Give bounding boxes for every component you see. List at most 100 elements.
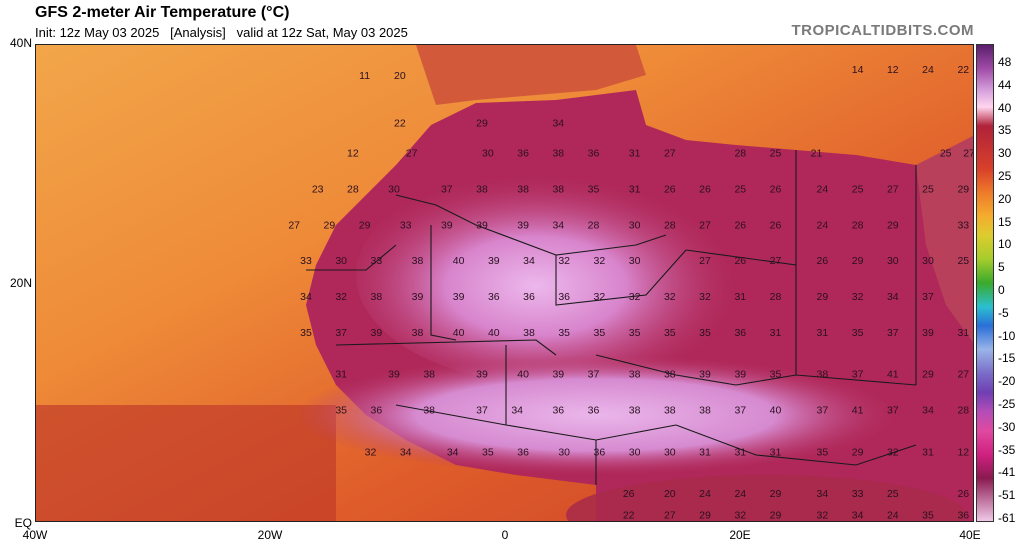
temp-value-25: 35 (588, 183, 600, 195)
temp-value-169: 22 (623, 510, 635, 522)
temp-value-123: 41 (887, 369, 899, 381)
temp-value-161: 20 (664, 488, 676, 500)
temp-value-9: 38 (552, 148, 564, 160)
temp-value-27: 26 (664, 183, 676, 195)
temp-value-124: 29 (922, 369, 934, 381)
temp-value-159: 12 (957, 446, 969, 458)
temp-value-166: 33 (852, 488, 864, 500)
temp-value-141: 34 (922, 405, 934, 417)
temp-value-143: 32 (365, 446, 377, 458)
colorbar-tick: 15 (998, 214, 1012, 229)
temp-value-162: 24 (699, 488, 711, 500)
colorbar-tick: 25 (998, 169, 1012, 183)
colorbar-tick: 44 (998, 77, 1012, 92)
temp-value-163: 24 (734, 488, 746, 500)
temp-value-136: 37 (734, 405, 746, 417)
temp-value-168: 26 (957, 488, 969, 500)
temp-value-105: 35 (852, 327, 864, 339)
colorbar-tick: 30 (998, 146, 1012, 161)
temp-value-107: 39 (922, 327, 934, 339)
temp-value-151: 30 (664, 446, 676, 458)
temp-value-23: 38 (517, 183, 529, 195)
temp-value-52: 29 (887, 219, 899, 231)
temp-value-72: 34 (300, 291, 312, 303)
temp-value-17: 27 (963, 148, 974, 160)
temp-value-106: 37 (887, 327, 899, 339)
temp-value-139: 41 (852, 405, 864, 417)
temp-value-35: 29 (957, 183, 969, 195)
temp-value-73: 32 (335, 291, 347, 303)
temp-value-118: 39 (699, 369, 711, 381)
temp-value-33: 27 (887, 183, 899, 195)
temp-value-77: 36 (488, 291, 500, 303)
temp-value-133: 38 (629, 405, 641, 417)
temp-value-181: 24 (922, 64, 934, 76)
colorbar-tick: 40 (998, 100, 1012, 115)
lon-label-40e: 40E (959, 528, 981, 542)
temp-value-62: 32 (594, 255, 606, 267)
temp-value-138: 37 (817, 405, 829, 417)
temp-value-158: 31 (922, 446, 934, 458)
brand-watermark[interactable]: TROPICALTIDBITS.COM (791, 22, 974, 39)
temp-value-157: 32 (887, 446, 899, 458)
temp-value-15: 21 (811, 148, 823, 160)
colorbar-tick: -10 (998, 328, 1016, 343)
temp-value-48: 26 (734, 219, 746, 231)
temp-value-103: 31 (770, 327, 782, 339)
temp-value-29: 25 (734, 183, 746, 195)
temperature-values: 11 20 22 29 34 12 27 30 36 38 36 31 27 28 25 21 25 27 23 28… (288, 64, 974, 522)
temp-value-63: 30 (629, 255, 641, 267)
temp-value-22: 38 (476, 183, 488, 195)
country-borders (306, 150, 917, 485)
temp-value-3: 29 (476, 118, 488, 130)
temp-value-10: 36 (588, 148, 600, 160)
temp-value-83: 32 (699, 291, 711, 303)
temp-value-4: 34 (552, 118, 564, 130)
temp-value-147: 36 (517, 446, 529, 458)
temp-value-34: 25 (922, 183, 934, 195)
temp-value-174: 32 (817, 510, 829, 522)
temp-value-97: 35 (558, 327, 570, 339)
temp-value-89: 37 (922, 291, 934, 303)
colorbar-tick: -30 (998, 419, 1016, 434)
temp-value-144: 34 (400, 446, 412, 458)
temp-value-68: 29 (852, 255, 864, 267)
temp-value-28: 26 (699, 183, 711, 195)
colorbar-tick: -61 (998, 511, 1016, 525)
temperature-map[interactable]: 11 20 22 29 34 12 27 30 36 38 36 31 27 28 25 21 25 27 23 28… (35, 44, 974, 522)
temp-value-16: 25 (940, 148, 952, 160)
colorbar-tick: 48 (998, 55, 1012, 69)
temp-value-74: 38 (371, 291, 383, 303)
temp-value-115: 37 (588, 369, 600, 381)
temp-value-160: 26 (623, 488, 635, 500)
temp-value-177: 35 (922, 510, 934, 522)
colorbar-tick: -15 (998, 351, 1016, 366)
temp-value-92: 39 (371, 327, 383, 339)
temp-value-75: 39 (412, 291, 424, 303)
lon-label-20w: 20W (257, 528, 283, 542)
temp-value-101: 35 (699, 327, 711, 339)
temp-value-45: 30 (629, 219, 641, 231)
temp-value-90: 35 (300, 327, 312, 339)
colorbar-tick: -35 (998, 442, 1016, 457)
temp-value-102: 36 (734, 327, 746, 339)
temp-value-49: 26 (770, 219, 782, 231)
temp-value-142: 28 (957, 405, 969, 417)
temp-value-152: 31 (699, 446, 711, 458)
temp-value-36: 27 (288, 219, 300, 231)
temp-value-6: 27 (406, 148, 418, 160)
temp-value-56: 33 (371, 255, 383, 267)
temp-value-61: 32 (558, 255, 570, 267)
temp-value-30: 26 (770, 183, 782, 195)
temp-value-12: 27 (664, 148, 676, 160)
colorbar-tick: -51 (998, 488, 1016, 503)
gulf-warm-ocean (36, 405, 336, 521)
colorbar-tick: 0 (998, 283, 1005, 297)
temp-value-8: 36 (517, 148, 529, 160)
map-title: GFS 2-meter Air Temperature (°C) (35, 4, 290, 21)
temp-value-51: 28 (852, 219, 864, 231)
temp-value-78: 36 (523, 291, 535, 303)
temp-value-54: 33 (300, 255, 312, 267)
temp-value-0: 11 (359, 70, 370, 82)
temp-value-130: 34 (511, 405, 523, 417)
